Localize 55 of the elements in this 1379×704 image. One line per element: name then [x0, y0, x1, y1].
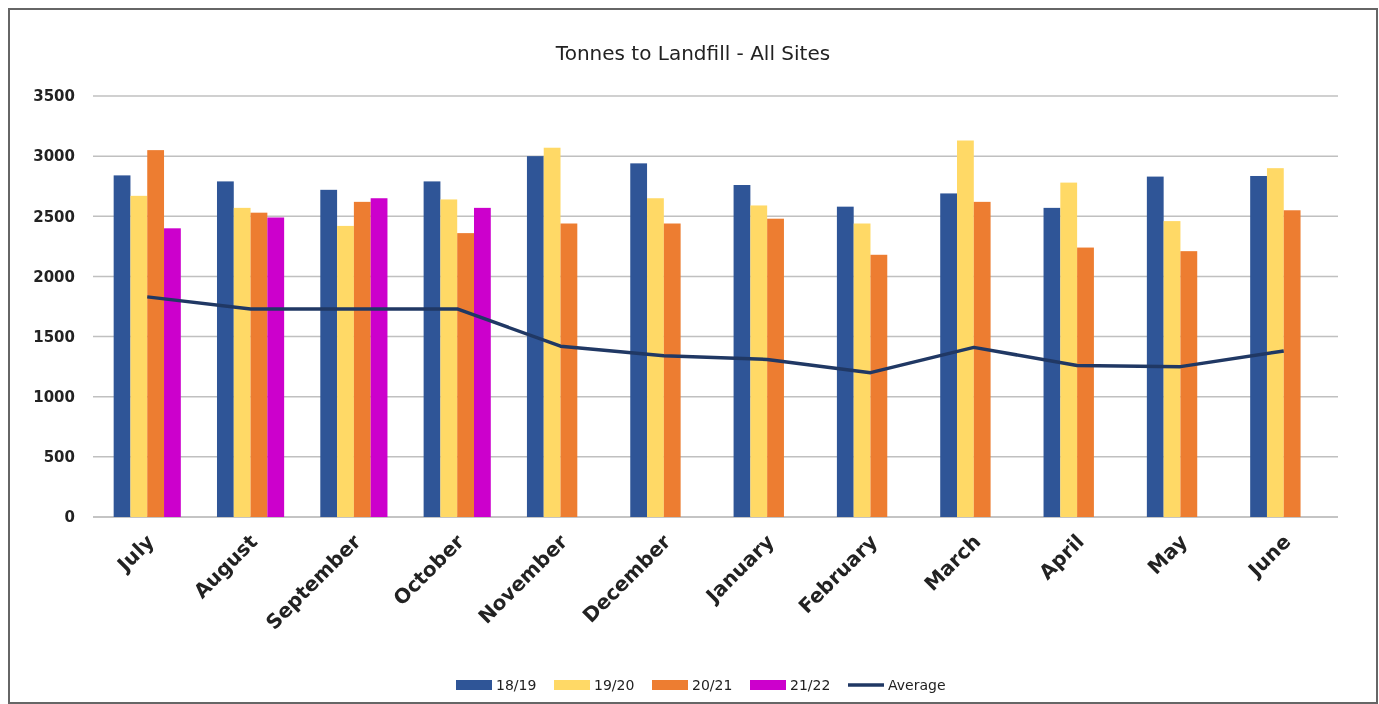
bar — [423, 181, 441, 517]
bar — [370, 198, 388, 517]
bar — [543, 147, 561, 517]
y-tick-label: 2000 — [33, 267, 75, 286]
bar — [853, 223, 871, 517]
bar — [560, 223, 578, 517]
bar — [1060, 182, 1078, 517]
bar — [320, 189, 338, 517]
bar — [836, 206, 854, 517]
bar — [233, 207, 251, 517]
bar — [113, 175, 131, 517]
bar — [870, 254, 888, 517]
bar — [1180, 251, 1198, 517]
bar — [526, 156, 544, 517]
bar — [940, 193, 958, 517]
chart-title: Tonnes to Landfill - All Sites — [554, 41, 831, 65]
legend-label: 20/21 — [692, 676, 733, 693]
bar — [250, 212, 268, 517]
bar — [767, 218, 784, 517]
bar — [1077, 247, 1094, 517]
bar — [267, 217, 285, 517]
legend-label: Average — [888, 676, 946, 693]
bar — [1266, 168, 1284, 517]
bar — [130, 195, 148, 517]
y-tick-label: 500 — [43, 448, 75, 467]
y-tick-label: 3000 — [33, 147, 75, 166]
bar — [473, 207, 491, 517]
bar — [957, 140, 974, 517]
bar — [440, 199, 458, 517]
legend-label: 19/20 — [594, 676, 635, 693]
bar — [337, 225, 354, 517]
bar — [1283, 210, 1301, 517]
legend-label: 21/22 — [790, 676, 831, 693]
bar — [630, 163, 648, 517]
bar — [164, 228, 181, 517]
bar — [353, 201, 371, 517]
y-tick-label: 2500 — [33, 207, 75, 226]
bar — [1146, 176, 1164, 517]
bar — [216, 181, 234, 517]
bar — [647, 198, 664, 517]
y-tick-label: 1500 — [33, 327, 75, 346]
y-tick-label: 3500 — [33, 87, 75, 106]
bar — [663, 223, 681, 517]
bar — [147, 150, 165, 517]
bar — [973, 201, 991, 517]
bar — [1043, 207, 1061, 517]
bar — [457, 233, 474, 517]
bar — [1250, 175, 1267, 517]
legend-label: 18/19 — [496, 676, 537, 693]
y-tick-label: 1000 — [33, 387, 75, 406]
y-tick-label: 0 — [64, 508, 75, 527]
bar — [733, 185, 751, 517]
bar — [750, 205, 768, 517]
bar — [1163, 221, 1181, 517]
line-series — [145, 295, 1286, 375]
